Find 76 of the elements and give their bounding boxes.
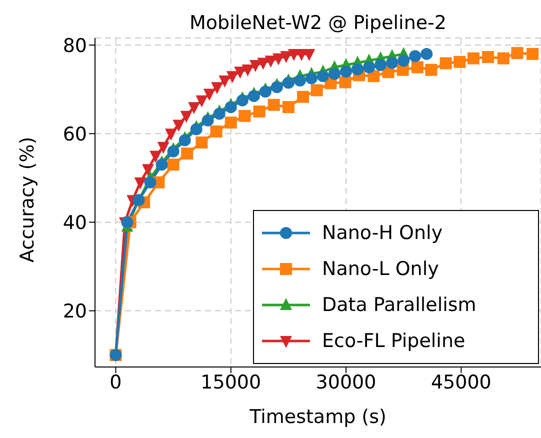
point [374,59,387,72]
point [144,176,156,188]
point [386,56,398,69]
y-tick-label: 40 [62,212,87,234]
point [454,56,466,68]
point [236,94,248,106]
point [213,108,226,120]
x-tick-label: 30000 [316,371,376,394]
point [196,95,208,108]
point [180,110,192,123]
point [248,90,260,102]
point [211,82,224,94]
point [305,72,318,84]
point [268,98,280,111]
point [121,216,134,228]
point [203,88,216,101]
point [188,102,200,114]
point [297,90,310,103]
point [253,106,266,118]
y-axis-title: Accuracy (%) [16,136,39,262]
y-tick-label: 60 [62,123,87,146]
legend-label: Eco-FL Pipeline [322,329,466,354]
point [425,64,438,76]
point [181,148,194,160]
y-tick-label: 20 [62,300,87,323]
point [467,52,480,64]
point [178,134,191,146]
point [172,120,185,132]
point [511,47,524,60]
x-tick-label: 0 [110,371,122,394]
point [150,150,162,163]
point [398,54,410,67]
y-tick-label: 80 [62,34,87,57]
point [294,74,306,87]
point [411,61,424,74]
point [242,64,254,76]
point [339,76,352,88]
legend-label: Nano-L Only [322,257,439,282]
point [190,123,202,136]
point [142,164,154,176]
point [352,63,364,76]
point [282,76,294,89]
point [482,51,494,64]
point [224,101,237,114]
point [420,48,433,60]
x-tick-label: 45000 [430,371,492,394]
point [156,158,168,171]
point [526,48,539,60]
point [340,66,352,78]
point [210,125,222,138]
point [238,110,251,122]
point [164,128,177,141]
point [224,116,237,129]
point [218,76,231,88]
point [497,52,510,64]
point [328,68,341,80]
legend-label: Nano-H Only [322,221,443,246]
point [270,81,283,94]
x-tick-label: 15000 [200,371,262,394]
point [167,145,180,158]
x-axis-title: Timestamp (s) [248,406,386,428]
point [440,57,452,70]
point [282,101,294,114]
point [409,50,422,62]
point [226,71,238,84]
chart-title: MobileNet-W2 @ Pipeline-2 [188,12,448,34]
legend-label: Data Parallelism [322,293,476,318]
point [310,84,323,96]
point [167,158,180,171]
point [259,86,272,98]
point [202,114,214,126]
point [134,177,146,190]
point [316,70,329,82]
point [363,61,376,74]
point [157,142,170,154]
point [196,136,208,148]
